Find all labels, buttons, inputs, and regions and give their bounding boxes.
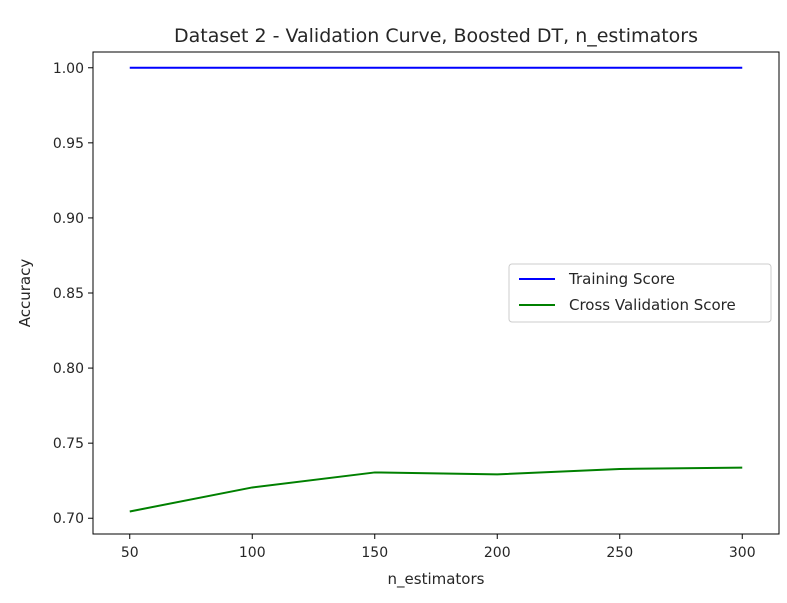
x-tick-label: 100: [239, 545, 266, 561]
y-tick-label: 0.95: [53, 136, 84, 152]
x-tick-label: 50: [121, 545, 139, 561]
y-axis-label: Accuracy: [16, 259, 34, 328]
x-tick-label: 250: [606, 545, 633, 561]
legend: Training Score Cross Validation Score: [508, 263, 772, 323]
legend-label: Cross Validation Score: [569, 296, 736, 314]
y-tick-label: 0.85: [53, 286, 84, 302]
series-line-1: [129, 466, 743, 513]
y-tick-label: 0.70: [53, 511, 84, 527]
x-axis-label: n_estimators: [388, 570, 485, 589]
x-tick-label: 300: [729, 545, 756, 561]
y-tick-label: 0.80: [53, 361, 84, 377]
y-tick-label: 0.75: [53, 436, 84, 452]
legend-label: Training Score: [568, 270, 675, 288]
y-tick-label: 0.90: [53, 211, 84, 227]
y-tick-label: 1.00: [53, 61, 84, 77]
chart-title: Dataset 2 - Validation Curve, Boosted DT…: [174, 25, 698, 47]
x-tick-label: 200: [484, 545, 511, 561]
legend-box: [508, 263, 772, 323]
x-tick-label: 150: [361, 545, 388, 561]
